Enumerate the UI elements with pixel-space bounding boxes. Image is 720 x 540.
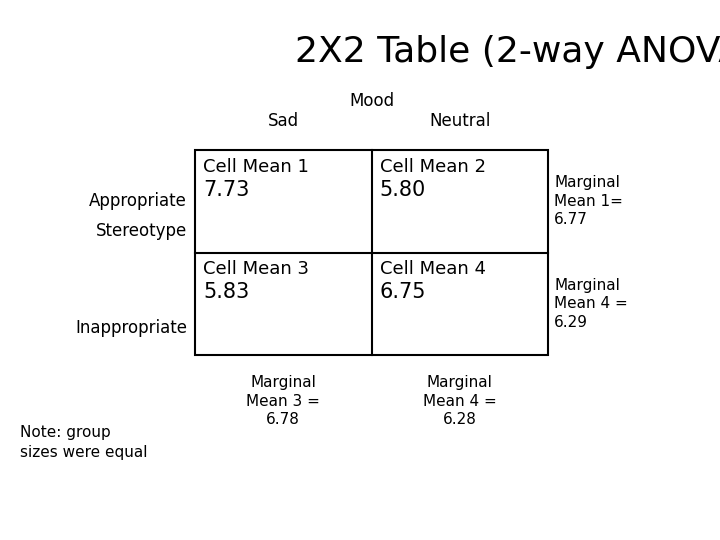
Text: Marginal
Mean 4 =
6.29: Marginal Mean 4 = 6.29 [554,278,628,330]
Text: Sad: Sad [268,112,299,130]
Text: Marginal
Mean 4 =
6.28: Marginal Mean 4 = 6.28 [423,375,497,427]
Text: 7.73: 7.73 [203,180,249,200]
Text: Marginal
Mean 1=
6.77: Marginal Mean 1= 6.77 [554,175,623,227]
Text: Cell Mean 4: Cell Mean 4 [379,260,485,279]
Text: Cell Mean 2: Cell Mean 2 [379,158,485,176]
Text: Inappropriate: Inappropriate [75,319,187,337]
Text: Stereotype: Stereotype [96,222,187,240]
Text: Cell Mean 1: Cell Mean 1 [203,158,309,176]
Text: Mood: Mood [349,92,394,110]
Text: Cell Mean 3: Cell Mean 3 [203,260,309,279]
Text: Neutral: Neutral [429,112,490,130]
Text: 5.83: 5.83 [203,282,249,302]
Text: Note: group
sizes were equal: Note: group sizes were equal [20,425,148,460]
Text: 5.80: 5.80 [379,180,426,200]
Text: Marginal
Mean 3 =
6.78: Marginal Mean 3 = 6.78 [246,375,320,427]
Text: 6.75: 6.75 [379,282,426,302]
Text: Appropriate: Appropriate [89,192,187,210]
Text: 2X2 Table (2-way ANOVA): 2X2 Table (2-way ANOVA) [295,35,720,69]
Bar [195,150,548,355]
